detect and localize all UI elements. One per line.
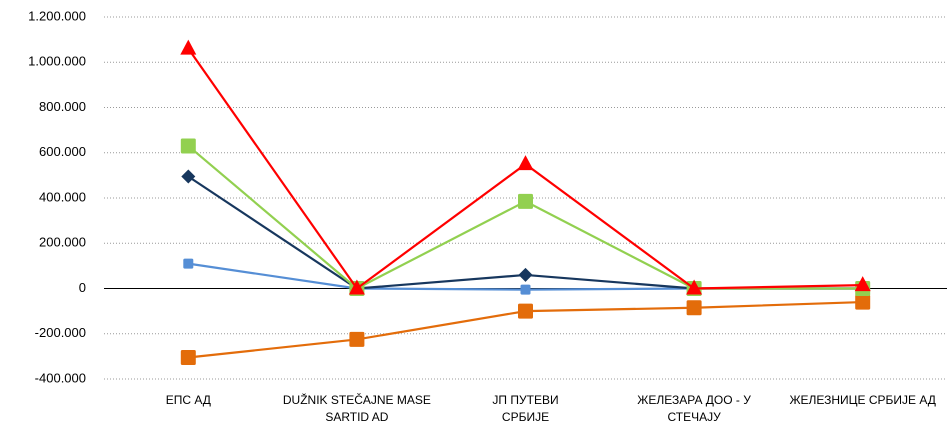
x-tick-label: ЈП ПУТЕВИ СРБИЈЕ — [492, 393, 559, 424]
x-tick-label: DUŽNIK STEČAJNE MASE SARTID AD — [282, 393, 431, 424]
marker — [180, 138, 196, 154]
marker — [686, 279, 703, 295]
marker — [518, 193, 533, 209]
marker — [855, 294, 871, 310]
y-tick-label: 200.000 — [39, 235, 86, 250]
y-tick-label: 0 — [79, 280, 86, 295]
marker — [518, 303, 533, 319]
y-tick-label: -400.000 — [35, 370, 86, 385]
y-tick-label: 1.200.000 — [28, 8, 86, 23]
marker — [180, 39, 197, 55]
marker — [180, 350, 196, 366]
y-tick-label: 1.000.000 — [28, 54, 86, 69]
x-tick-label: ЕПС АД — [165, 393, 211, 407]
marker — [181, 169, 196, 184]
marker — [520, 284, 531, 295]
marker — [854, 276, 871, 292]
marker — [348, 279, 365, 295]
y-tick-label: 800.000 — [39, 99, 86, 114]
y-tick-label: -200.000 — [35, 325, 86, 340]
marker — [686, 300, 702, 316]
marker — [349, 331, 365, 347]
x-tick-label: ЖЕЛЕЗНИЦЕ СРБИЈЕ АД — [789, 393, 936, 407]
y-tick-label: 600.000 — [39, 144, 86, 159]
x-tick-label: ЖЕЛЕЗАРА ДОО - У СТЕЧАЈУ — [637, 393, 751, 424]
marker — [183, 258, 194, 269]
y-tick-label: 400.000 — [39, 189, 86, 204]
marker — [517, 155, 534, 171]
marker — [518, 267, 533, 282]
